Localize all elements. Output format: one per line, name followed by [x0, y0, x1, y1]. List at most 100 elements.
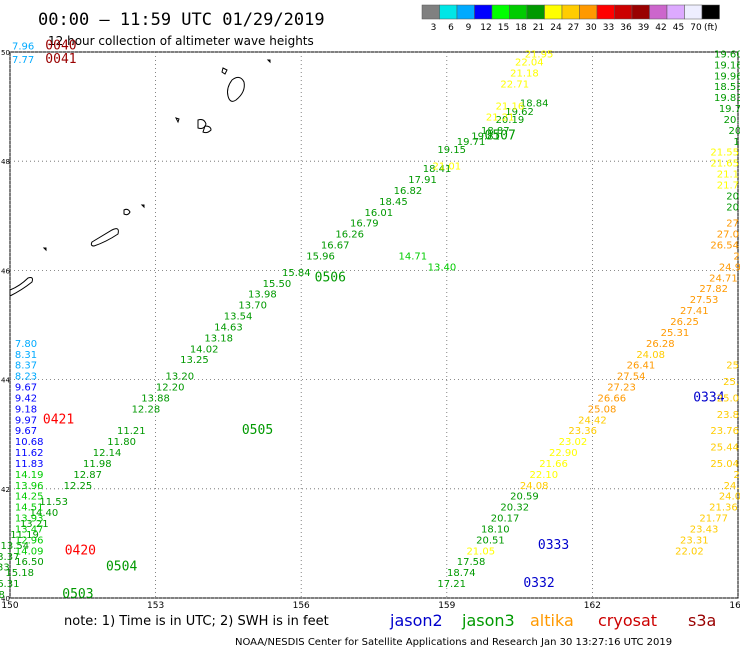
- map-subtitle: 12 hour collection of altimeter wave hei…: [48, 34, 314, 48]
- legend-swatch: [701, 4, 720, 20]
- satellite-name: jason3: [461, 611, 515, 630]
- swh-value: 23.02: [559, 437, 588, 448]
- satellite-name: s3a: [688, 611, 716, 630]
- pass-time-label: 0420: [65, 543, 96, 558]
- swh-value: 24.31: [724, 481, 740, 492]
- swh-value: 14.63: [214, 322, 243, 333]
- pass-time-label: 0421: [43, 412, 74, 427]
- legend-swatch: [544, 4, 563, 20]
- swh-value: 15.96: [306, 251, 335, 262]
- legend-swatch: [421, 4, 440, 20]
- legend-tick: 27: [568, 23, 579, 33]
- swh-value: 24.42: [578, 415, 607, 426]
- swh-value: 12.20: [156, 383, 185, 394]
- swh-value: 13.93: [15, 514, 44, 525]
- swh-value: 13.20: [166, 372, 195, 383]
- swh-value: 13.37: [0, 552, 19, 563]
- swh-value: 21.55: [710, 148, 739, 159]
- swh-value: 12.25: [64, 481, 93, 492]
- legend-tick: 9: [466, 23, 472, 33]
- swh-value: 26.66: [597, 393, 626, 404]
- swh-value: 18.41: [423, 164, 452, 175]
- swh-value: 7.96: [12, 41, 34, 52]
- swh-value: 20: [726, 202, 739, 213]
- swh-value: 11.83: [15, 459, 44, 470]
- swh-value: 14.19: [15, 470, 44, 481]
- legend-swatch: [526, 4, 545, 20]
- swh-value: 26.54: [710, 241, 739, 252]
- swh-value: 25: [726, 361, 739, 372]
- legend-swatch: [596, 4, 615, 20]
- swh-value: 24.94: [719, 262, 740, 273]
- swh-value: 17.78: [0, 590, 5, 601]
- pass-time-label: 0041: [45, 52, 76, 67]
- swh-value: 9.42: [15, 393, 37, 404]
- pass-time-label: 0040: [45, 38, 76, 53]
- swh-value: 13.21: [20, 519, 49, 530]
- swh-value: 11.53: [39, 497, 68, 508]
- pass-time-label: 0333: [538, 538, 569, 553]
- swh-value: 18.87: [481, 126, 510, 137]
- swh-value: 19.16: [714, 60, 740, 71]
- legend-tick: 33: [603, 23, 614, 33]
- swh-value: 16.67: [321, 241, 350, 252]
- swh-value: 20: [726, 191, 739, 202]
- swh-value: 12.96: [15, 535, 44, 546]
- swh-value: 19.96: [714, 71, 740, 82]
- legend-tick: 21: [533, 23, 544, 33]
- swh-value: 19.81: [471, 131, 500, 142]
- legend-tick: 6: [448, 23, 454, 33]
- legend-tick: 12: [480, 23, 491, 33]
- latitude-tick-label: 46: [1, 267, 10, 275]
- swh-value: 21.21: [486, 112, 515, 123]
- swh-value: 23.76: [710, 426, 739, 437]
- swh-value: 16.82: [394, 186, 423, 197]
- color-legend: 3 6 9 12 15 18 21 24 27 30 33 36 39 42 45 70 (ft): [421, 4, 720, 33]
- swh-value: 15.18: [5, 568, 34, 579]
- latitude-tick-label: 44: [1, 377, 10, 385]
- swh-value: 23.36: [568, 426, 597, 437]
- legend-swatch: [474, 4, 493, 20]
- swh-value: 14.02: [190, 344, 219, 355]
- legend-swatch: [631, 4, 650, 20]
- longitude-tick-label: 165: [729, 601, 740, 611]
- swh-value: 12.14: [93, 448, 122, 459]
- swh-value: 18.10: [481, 524, 510, 535]
- swh-value: 11.19: [10, 530, 39, 541]
- swh-value: 21.77: [699, 514, 728, 525]
- legend-swatch: [439, 4, 458, 20]
- swh-value: 16.50: [15, 557, 44, 568]
- swh-value: 22.90: [549, 448, 578, 459]
- swh-value: 18.84: [520, 99, 549, 110]
- swh-value: 19.62: [505, 107, 534, 118]
- swh-value: 16.31: [0, 579, 19, 590]
- legend-tick: 45: [673, 23, 684, 33]
- legend-swatch: [561, 4, 580, 20]
- swh-value: 21.65: [710, 159, 739, 170]
- swh-value: 9.97: [15, 415, 37, 426]
- swh-value: 15.84: [282, 268, 311, 279]
- legend-swatch: [649, 4, 668, 20]
- lat-lon-grid: 150 153 156 159 162 165 40 42 44 46 48 50: [1, 49, 740, 611]
- swh-value: 19.15: [437, 145, 466, 156]
- swh-value: 25.31: [661, 328, 690, 339]
- swh-value: 19.71: [457, 137, 486, 148]
- swh-value: 24.08: [520, 481, 549, 492]
- map-title: 00:00 – 11:59 UTC 01/29/2019: [38, 10, 325, 30]
- swh-value: 23.31: [680, 535, 709, 546]
- legend-tick: 70: [690, 23, 702, 33]
- swh-value: 25.08: [588, 404, 617, 415]
- swh-value: 8.37: [15, 361, 37, 372]
- legend-swatch: [579, 4, 598, 20]
- swh-value: 16.79: [350, 219, 379, 230]
- swh-value: 21.36: [709, 503, 738, 514]
- swh-value: 19.47: [733, 137, 740, 148]
- swh-value: 21.16: [496, 101, 525, 112]
- legend-swatch: [666, 4, 685, 20]
- legend-tick: 39: [638, 23, 650, 33]
- swh-value: 11.21: [117, 426, 146, 437]
- legend-swatch: [456, 4, 475, 20]
- swh-value: 22.02: [675, 546, 704, 557]
- satellite-name: jason2: [389, 611, 443, 630]
- swh-value: 9.67: [15, 383, 37, 394]
